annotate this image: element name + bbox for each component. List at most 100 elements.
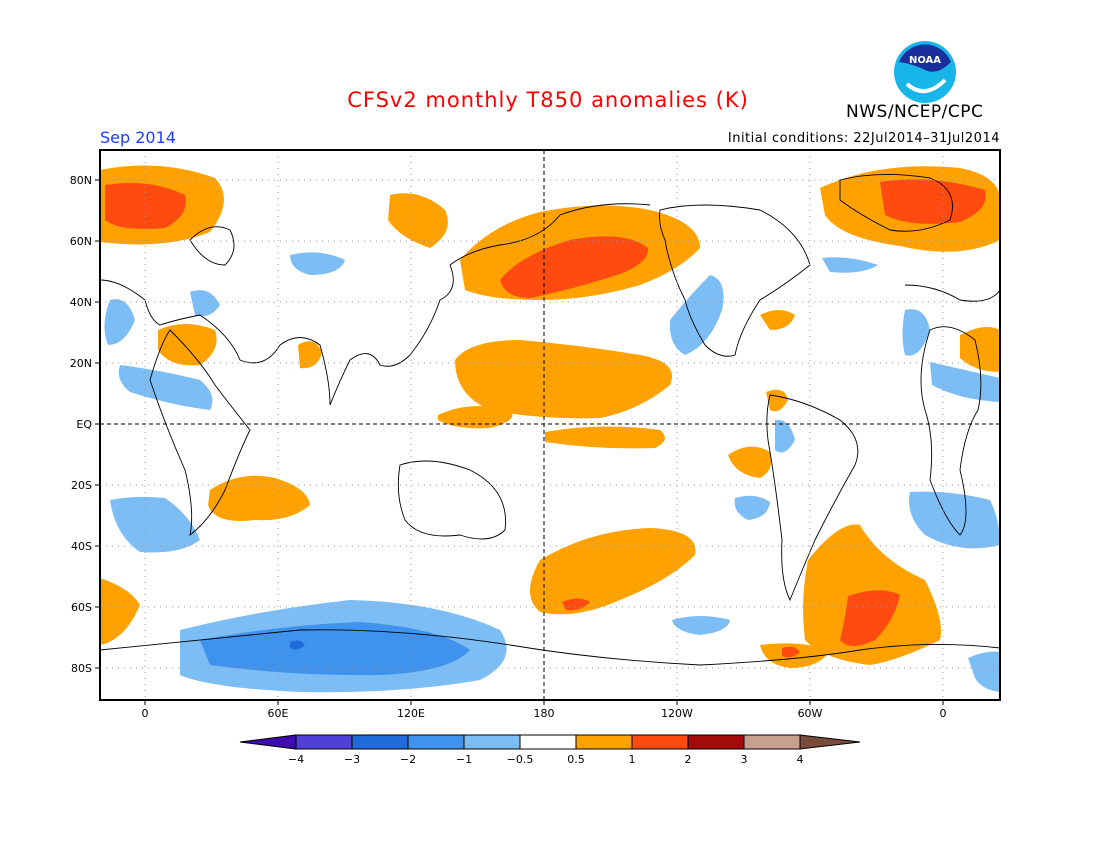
- lon-label: 60E: [268, 707, 289, 720]
- forecast-month: Sep 2014: [100, 128, 176, 147]
- anomaly-fields: [100, 165, 1000, 693]
- anomaly-region: [460, 205, 700, 300]
- anomaly-region: [562, 598, 590, 611]
- africa-repeat-coast: [920, 326, 982, 536]
- lon-label: 0: [940, 707, 947, 720]
- anomaly-region: [930, 362, 1000, 402]
- eurasia-coast: [100, 203, 651, 406]
- negative-anomaly-regions: [104, 252, 1000, 693]
- anomaly-region: [968, 651, 1000, 692]
- lat-label: 20N: [70, 357, 92, 370]
- colorbar-tick: 3: [741, 753, 748, 766]
- lat-label: 80N: [70, 174, 92, 187]
- anomaly-region: [200, 622, 470, 676]
- anomaly-region: [290, 252, 345, 275]
- anomaly-region: [766, 389, 788, 412]
- anomaly-region: [208, 475, 310, 521]
- lat-label: 20S: [71, 479, 92, 492]
- lat-label: 40S: [71, 540, 92, 553]
- anomaly-region: [118, 365, 213, 410]
- colorbar-tick: −4: [288, 753, 304, 766]
- europe-repeat-coast: [904, 284, 1000, 302]
- colorbar-segment: [631, 734, 689, 750]
- colorbar-segment: [239, 734, 297, 750]
- lat-label: 40N: [70, 296, 92, 309]
- greenland-coast: [839, 174, 953, 232]
- colorbar: [239, 734, 861, 750]
- colorbar-labels: −4 −3 −2 −1 −0.5 0.5 1 2 3 4: [288, 753, 804, 766]
- strong-positive-anomaly-regions: [105, 179, 986, 658]
- anomaly-region: [672, 616, 730, 635]
- anomaly-region: [669, 275, 724, 355]
- colorbar-tick: −1: [456, 753, 472, 766]
- lat-label: 60N: [70, 235, 92, 248]
- anomaly-region: [530, 528, 696, 615]
- anomaly-region: [104, 299, 135, 345]
- anomaly-region: [880, 179, 986, 224]
- anomaly-region: [298, 341, 322, 369]
- positive-anomaly-regions: [100, 165, 1000, 668]
- lon-label: 180: [534, 707, 555, 720]
- lon-label: 0: [142, 707, 149, 720]
- logo-text: NOAA: [909, 55, 941, 66]
- initial-conditions: Initial conditions: 22Jul2014–31Jul2014: [727, 131, 1000, 146]
- africa-coast: [149, 329, 251, 537]
- reference-lines: [100, 150, 1000, 700]
- colorbar-tick: 2: [685, 753, 692, 766]
- anomaly-region: [760, 310, 795, 330]
- anomaly-region: [902, 309, 930, 356]
- lat-label: 60S: [71, 601, 92, 614]
- agency-label: NWS/NCEP/CPC: [846, 102, 984, 122]
- latitude-labels: 80N 60N 40N 20N EQ 20S 40S 60S 80S: [70, 174, 93, 675]
- anomaly-region: [545, 426, 665, 449]
- anomaly-region: [734, 495, 770, 520]
- colorbar-tick: 1: [629, 753, 636, 766]
- colorbar-segment: [463, 734, 521, 750]
- scandinavia-coast: [189, 226, 235, 266]
- anomaly-region: [388, 193, 448, 248]
- longitude-labels: 0 60E 120E 180 120W 60W 0: [142, 707, 947, 720]
- anomaly-region: [100, 165, 224, 245]
- anomaly-region: [500, 236, 649, 298]
- anomaly-region: [290, 640, 305, 650]
- gridlines: [100, 150, 1000, 700]
- australia-coast: [397, 460, 507, 540]
- lat-label: EQ: [76, 418, 92, 431]
- anomaly-region: [960, 326, 1000, 372]
- colorbar-segment: [743, 734, 801, 750]
- map-frame: [99, 149, 1001, 701]
- anomaly-region: [909, 491, 1000, 549]
- anomaly-region: [105, 182, 186, 229]
- anomaly-region: [803, 524, 941, 665]
- anomaly-region: [822, 257, 878, 273]
- anomaly-region: [760, 643, 830, 668]
- strong-negative-anomaly-regions: [290, 640, 305, 650]
- lon-label: 60W: [798, 707, 823, 720]
- chart-title: CFSv2 monthly T850 anomalies (K): [347, 88, 749, 112]
- colorbar-tick: 4: [797, 753, 804, 766]
- noaa-logo: NOAA: [894, 41, 956, 103]
- anomaly-region: [775, 419, 795, 453]
- colorbar-tick: −3: [344, 753, 360, 766]
- anomaly-region: [728, 446, 772, 478]
- colorbar-segment: [575, 734, 633, 750]
- colorbar-segment: [687, 734, 745, 750]
- medium-negative-anomaly-regions: [200, 622, 470, 676]
- anomaly-region: [782, 646, 800, 658]
- axis-ticks: [95, 179, 944, 705]
- anomaly-region: [110, 496, 200, 553]
- colorbar-segment: [407, 734, 465, 750]
- anomaly-region: [438, 406, 513, 429]
- anomaly-region: [840, 590, 900, 646]
- anomaly-region: [455, 340, 672, 419]
- antarctica-coast: [100, 629, 1000, 666]
- lon-label: 120W: [661, 707, 693, 720]
- colorbar-tick: −2: [400, 753, 416, 766]
- anomaly-region: [158, 324, 217, 366]
- colorbar-segment: [295, 734, 353, 750]
- anomaly-region: [100, 578, 140, 645]
- anomaly-region: [190, 290, 220, 317]
- anomaly-region: [180, 600, 507, 693]
- lon-label: 120E: [397, 707, 425, 720]
- colorbar-segment: [519, 734, 577, 750]
